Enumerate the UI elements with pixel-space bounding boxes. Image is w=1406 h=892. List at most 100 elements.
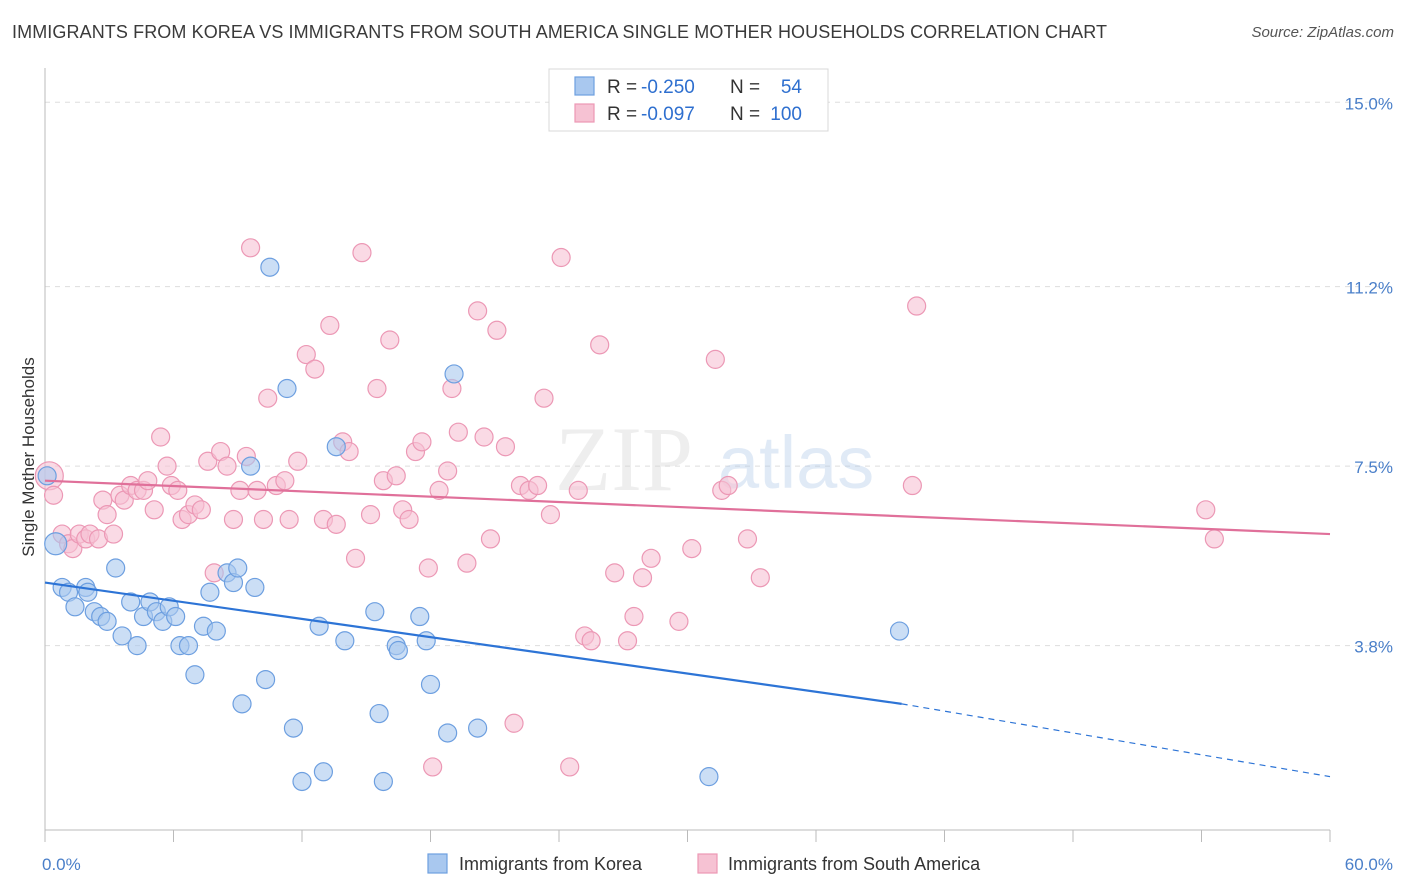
korea-point	[420, 674, 441, 695]
korea-point	[245, 577, 265, 598]
sa-point	[581, 631, 601, 651]
sa-point	[326, 514, 346, 534]
legend-korea-r-value: -0.250	[641, 77, 695, 98]
korea-point	[444, 364, 464, 384]
legend-sa-n-label: N =	[730, 104, 760, 125]
sa-point	[217, 456, 237, 476]
korea-point	[200, 582, 220, 602]
source-credit: Source: ZipAtlas.com	[1251, 24, 1394, 41]
korea-point	[277, 378, 297, 399]
chart-title: IMMIGRANTS FROM KOREA VS IMMIGRANTS FROM…	[12, 22, 1108, 42]
sa-point	[448, 422, 468, 442]
sa-point	[168, 480, 188, 500]
korea-point	[260, 257, 280, 277]
grid-lines	[45, 101, 1390, 647]
y-tick-label-1: 7.5%	[1354, 458, 1393, 477]
sa-point	[279, 509, 299, 530]
korea-point	[106, 558, 126, 578]
bottom-legend-sa-label: Immigrants from South America	[728, 854, 981, 874]
korea-point	[166, 606, 186, 627]
sa-point	[551, 247, 571, 268]
y-tick-label-2: 11.2%	[1346, 279, 1393, 298]
korea-point	[283, 718, 304, 738]
bottom-legend-sa-swatch	[697, 853, 718, 874]
y-axis-label: Single Mother Households	[19, 357, 38, 556]
legend-sa-r-value: -0.097	[641, 104, 695, 125]
sa-point	[423, 757, 443, 777]
legend-korea-swatch	[574, 76, 595, 96]
bottom-legend-korea-label: Immigrants from Korea	[459, 854, 643, 874]
sa-point	[144, 500, 164, 520]
legend-sa-r-label: R =	[607, 104, 637, 125]
series-legend: Immigrants from Korea Immigrants from So…	[427, 853, 981, 874]
sa-point	[223, 509, 244, 530]
series-south-america	[34, 238, 1224, 777]
trend-lines	[44, 479, 1331, 778]
x-tick-label-min: 0.0%	[42, 855, 81, 874]
sa-point	[386, 466, 406, 486]
korea-point	[178, 636, 199, 656]
sa-point	[198, 451, 218, 471]
korea-point	[292, 771, 312, 792]
sa-point	[534, 388, 554, 408]
korea-point	[373, 771, 393, 792]
sa-point	[191, 500, 211, 520]
sa-point	[399, 509, 419, 530]
korea-point	[416, 631, 436, 651]
legend-korea-n-value: 54	[781, 77, 803, 98]
korea-point	[369, 703, 389, 724]
sa-point	[241, 238, 261, 258]
sa-point	[560, 757, 580, 777]
sa-point	[1196, 500, 1216, 520]
korea-point	[438, 723, 458, 743]
legend-korea-n-label: N =	[730, 77, 760, 98]
sa-point	[412, 432, 432, 452]
sa-point	[718, 475, 738, 496]
sa-point	[495, 437, 516, 457]
sa-point	[902, 475, 922, 496]
sa-point	[641, 548, 661, 568]
sa-point	[527, 475, 548, 496]
korea-point	[185, 665, 205, 685]
sa-point	[43, 485, 64, 505]
sa-point	[320, 315, 340, 336]
sa-point	[617, 631, 638, 651]
sa-point	[345, 548, 366, 568]
sa-point	[360, 505, 381, 525]
sa-point	[288, 451, 308, 471]
sa-point	[258, 388, 278, 408]
korea-point	[255, 669, 276, 690]
korea-point	[241, 456, 261, 476]
korea-point	[232, 694, 252, 714]
x-tick-label-max: 60.0%	[1345, 855, 1393, 874]
correlation-legend: R = -0.250 N = 54 R = -0.097 N = 100	[548, 68, 829, 132]
sa-point	[305, 359, 325, 379]
korea-point	[206, 621, 226, 641]
korea-point	[65, 597, 85, 617]
korea-point	[365, 602, 385, 622]
watermark: ZIP atlas	[555, 408, 874, 510]
legend-sa-swatch	[574, 103, 595, 123]
sa-point	[624, 606, 644, 627]
sa-point	[253, 509, 274, 530]
korea-trend-line	[44, 581, 902, 705]
legend-box	[548, 68, 829, 132]
sa-point	[605, 563, 625, 583]
sa-point	[590, 335, 610, 355]
legend-korea-r-label: R =	[607, 77, 637, 98]
korea-point	[388, 640, 408, 661]
sa-point	[568, 480, 588, 500]
korea-point	[410, 606, 430, 627]
sa-point	[429, 480, 449, 500]
sa-trend-line	[44, 479, 1331, 536]
korea-point	[97, 611, 117, 631]
sa-point	[632, 568, 653, 588]
sa-point	[540, 505, 561, 525]
sa-point	[474, 427, 494, 447]
sa-point	[504, 713, 524, 733]
korea-point	[889, 621, 910, 641]
sa-point	[705, 349, 725, 369]
sa-point	[352, 243, 372, 263]
korea-trend-extension	[901, 703, 1331, 778]
